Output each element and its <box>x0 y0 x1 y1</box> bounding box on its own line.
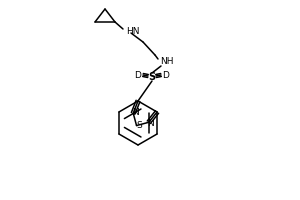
Text: HN: HN <box>126 27 140 36</box>
Text: S: S <box>148 72 156 82</box>
Text: D: D <box>163 71 170 79</box>
Text: D: D <box>135 71 141 79</box>
Text: N: N <box>132 108 139 117</box>
Text: S: S <box>137 121 142 130</box>
Text: NH: NH <box>160 58 173 66</box>
Text: N: N <box>147 119 154 128</box>
